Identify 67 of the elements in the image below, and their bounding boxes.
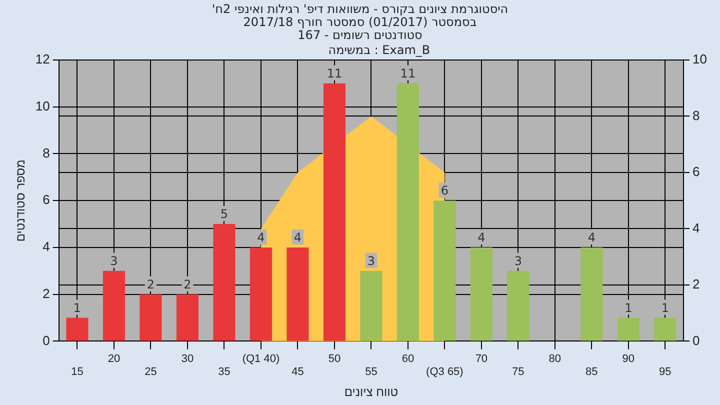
x-tick-label: 90 bbox=[622, 352, 635, 365]
x-tick-label: 85 bbox=[586, 366, 598, 378]
bar bbox=[213, 224, 236, 341]
bar bbox=[617, 318, 640, 341]
x-tick-label: (Q3 65) bbox=[426, 366, 464, 378]
y-tick-label: 0 bbox=[42, 332, 50, 348]
data-label: 11 bbox=[326, 66, 342, 80]
x-tick-label: 50 bbox=[328, 352, 341, 365]
x-tick-label: 20 bbox=[108, 352, 120, 365]
data-label: 3 bbox=[514, 254, 522, 268]
y-tick-label: 12 bbox=[35, 52, 50, 67]
y2-tick-label: 10 bbox=[692, 52, 708, 67]
x-tick-label: 70 bbox=[475, 352, 488, 365]
bar bbox=[396, 83, 419, 341]
data-label: 4 bbox=[588, 230, 596, 244]
x-tick-label: 45 bbox=[292, 366, 304, 378]
x-tick-label: 15 bbox=[71, 366, 84, 378]
chart-title: 'היסטוגרמת ציונים בקורס - משוואות דיפ' רגילות ואינפי 2ח bbox=[210, 2, 510, 16]
y-tick-label: 10 bbox=[35, 98, 50, 114]
y2-tick-label: 0 bbox=[692, 332, 700, 348]
y2-tick-label: 8 bbox=[692, 108, 700, 123]
bar bbox=[176, 294, 198, 341]
x-tick-label: 60 bbox=[402, 352, 414, 365]
bar bbox=[250, 247, 272, 341]
x-tick-label: 25 bbox=[144, 366, 157, 378]
bar bbox=[434, 200, 456, 341]
bar bbox=[66, 318, 88, 341]
bar bbox=[470, 247, 492, 341]
data-label: 1 bbox=[73, 300, 82, 315]
data-label: 3 bbox=[110, 254, 118, 268]
data-label: 5 bbox=[220, 207, 228, 222]
bar bbox=[507, 270, 530, 341]
bar bbox=[654, 318, 676, 341]
y-tick-label: 2 bbox=[42, 286, 50, 301]
bar bbox=[323, 83, 346, 341]
data-label: 2 bbox=[146, 277, 155, 292]
bar bbox=[360, 270, 382, 341]
text: במשימה : Exam_B bbox=[328, 43, 430, 57]
y2-tick-label: 6 bbox=[692, 164, 700, 180]
x-tick-label: 55 bbox=[365, 366, 378, 378]
y-tick-label: 8 bbox=[42, 145, 50, 160]
data-label: 4 bbox=[294, 230, 302, 244]
y2-tick-label: 2 bbox=[692, 276, 700, 292]
x-tick-label: 80 bbox=[548, 352, 562, 365]
chart-subtitle: בסמסטר (01/2017) סמסטר חורף 2017/18 סטודנטים רשומים - 167 bbox=[242, 15, 478, 42]
data-label: 4 bbox=[478, 230, 486, 244]
x-axis-title: טווח ציונים bbox=[344, 385, 398, 400]
bar bbox=[140, 294, 162, 341]
data-label: 1 bbox=[661, 300, 669, 315]
bar bbox=[580, 247, 603, 341]
data-label: 6 bbox=[440, 184, 449, 198]
x-tick-label: 95 bbox=[659, 366, 672, 378]
x-tick-label: 35 bbox=[218, 366, 230, 378]
y-tick-label: 6 bbox=[42, 192, 50, 208]
x-tick-label: (Q1 40) bbox=[242, 352, 280, 365]
data-label: 11 bbox=[400, 66, 416, 80]
data-label: 4 bbox=[257, 230, 265, 244]
x-tick-label: 75 bbox=[512, 366, 524, 378]
data-label: 1 bbox=[624, 300, 632, 315]
data-label: 3 bbox=[367, 254, 376, 268]
x-tick-label: 30 bbox=[181, 352, 194, 365]
data-label: 2 bbox=[184, 277, 192, 292]
y-tick-label: 4 bbox=[42, 239, 50, 254]
y-axis-title: מספר סטודנטים bbox=[14, 160, 28, 242]
bar bbox=[102, 270, 126, 341]
y2-tick-label: 4 bbox=[692, 220, 700, 236]
bar bbox=[286, 247, 309, 341]
